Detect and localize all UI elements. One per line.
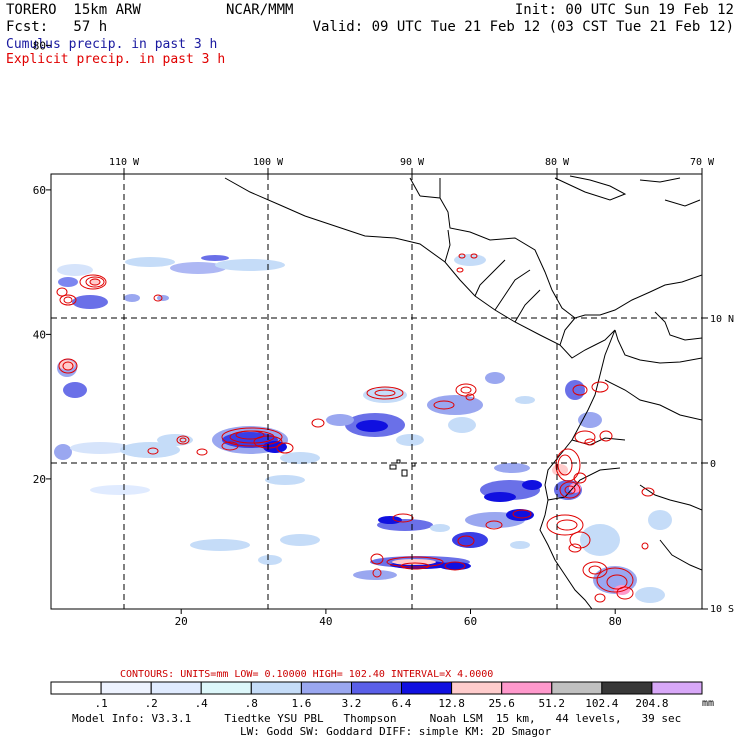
colorbar-swatch xyxy=(250,681,302,695)
colorbar-label: 25.6 xyxy=(488,697,515,710)
cumulus-legend: Cumulus precip. in past 3 h xyxy=(6,37,218,52)
map-frame xyxy=(50,173,703,610)
grid-x-label: 20 xyxy=(175,615,188,628)
grid-x-label: 60 xyxy=(464,615,477,628)
grid-y-label: 20 xyxy=(33,473,46,486)
colorbar-label: 6.4 xyxy=(392,697,412,710)
grid-y-label: 60 xyxy=(33,184,46,197)
lon-label-110w: 110 W xyxy=(109,157,140,168)
model-info-line2: LW: Godd SW: Goddard DIFF: simple KM: 2D… xyxy=(240,725,552,738)
colorbar-swatch xyxy=(601,681,653,695)
colorbar-label: 102.4 xyxy=(585,697,618,710)
lon-label-90w: 90 W xyxy=(400,157,425,168)
colorbar-swatch xyxy=(200,681,252,695)
axis-ticks xyxy=(123,168,708,610)
explicit-legend: Explicit precip. in past 3 h xyxy=(6,52,226,67)
colorbar-label: 3.2 xyxy=(342,697,362,710)
init-time: Init: 00 UTC Sun 19 Feb 12 xyxy=(514,2,734,18)
colorbar-swatch xyxy=(651,681,703,695)
colorbar-label: .8 xyxy=(245,697,258,710)
colorbar-label: .1 xyxy=(94,697,107,710)
org-label: NCAR/MMM xyxy=(226,2,294,18)
lat-label-0: 0 xyxy=(710,459,716,470)
colorbar-swatch xyxy=(451,681,503,695)
colorbar-swatch xyxy=(300,681,352,695)
colorbar-label: 51.2 xyxy=(539,697,566,710)
model-info-line1: Model Info: V3.3.1 Tiedtke YSU PBL Thomp… xyxy=(72,712,682,725)
colorbar-label: .4 xyxy=(195,697,209,710)
model-title: TORERO 15km ARW xyxy=(6,2,141,18)
forecast-hour: Fcst: 57 h xyxy=(6,19,108,35)
colorbar-unit: mm xyxy=(702,698,714,709)
coastlines xyxy=(224,175,702,609)
colorbar-swatch xyxy=(50,681,102,695)
grid-x-label: 40 xyxy=(319,615,332,628)
grid-x-label: 80 xyxy=(609,615,622,628)
colorbar-label: 12.8 xyxy=(438,697,465,710)
lon-label-80w: 80 W xyxy=(545,157,570,168)
lat-label-10s: 10 S xyxy=(710,604,734,615)
lon-label-100w: 100 W xyxy=(253,157,284,168)
colorbar xyxy=(50,681,703,695)
colorbar-swatch xyxy=(100,681,152,695)
colorbar-swatch xyxy=(551,681,603,695)
latlon-grid xyxy=(51,174,702,609)
explicit-precip-contours xyxy=(56,253,655,603)
colorbar-swatch xyxy=(150,681,202,695)
colorbar-swatch xyxy=(401,681,453,695)
colorbar-label: .2 xyxy=(145,697,158,710)
colorbar-swatch xyxy=(351,681,403,695)
lon-label-70w: 70 W xyxy=(690,157,715,168)
lat-label-10n: 10 N xyxy=(710,314,734,325)
colorbar-label: 204.8 xyxy=(635,697,668,710)
valid-time: Valid: 09 UTC Tue 21 Feb 12 (03 CST Tue … xyxy=(312,19,734,35)
contour-info: CONTOURS: UNITS=mm LOW= 0.10000 HIGH= 10… xyxy=(120,669,493,680)
grid-y-label: 80 xyxy=(33,39,46,52)
colorbar-swatch xyxy=(501,681,553,695)
grid-y-label: 40 xyxy=(33,328,46,341)
colorbar-label: 1.6 xyxy=(291,697,311,710)
